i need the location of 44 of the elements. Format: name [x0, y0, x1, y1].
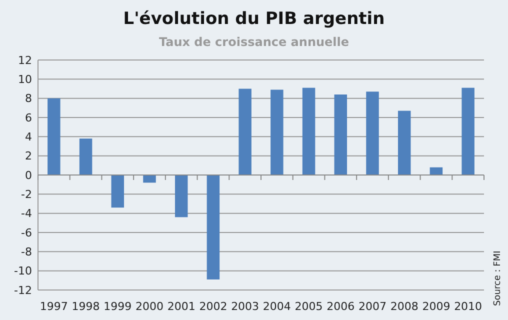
chart-subtitle: Taux de croissance annuelle: [158, 35, 350, 49]
x-tick-label: 1999: [104, 300, 132, 313]
source-note: Source : FMI: [493, 250, 503, 306]
y-tick-label: 0: [25, 168, 32, 182]
x-tick-label: 2005: [294, 300, 323, 313]
chart-title: L'évolution du PIB argentin: [123, 9, 385, 29]
x-tick-label: 2003: [231, 300, 260, 313]
y-tick-label: -12: [14, 284, 32, 297]
y-tick-label: -6: [21, 226, 32, 240]
x-tick-label: 2006: [326, 300, 355, 313]
x-tick-label: 2007: [358, 300, 386, 313]
bar: [206, 175, 220, 280]
x-tick-label: 2008: [390, 300, 418, 313]
bar: [302, 88, 316, 175]
x-tick-label: 2004: [262, 300, 291, 313]
y-tick-label: 4: [25, 130, 32, 144]
x-tick-label: 2002: [199, 300, 228, 313]
bar: [366, 92, 379, 175]
bar: [48, 98, 60, 175]
bar: [270, 90, 284, 175]
bar: [111, 175, 124, 208]
bar: [398, 110, 411, 175]
bar: [143, 175, 156, 183]
y-tick-label: 10: [18, 73, 32, 86]
bar: [430, 167, 443, 175]
bar: [174, 175, 188, 218]
y-tick-label: 6: [25, 111, 32, 124]
y-tick-label: -10: [14, 264, 32, 278]
x-tick-label: 2009: [422, 300, 450, 313]
x-tick-label: 2000: [136, 300, 164, 313]
bar: [334, 94, 348, 175]
y-tick-label: 12: [18, 54, 32, 67]
y-tick-label: 2: [25, 150, 32, 163]
y-tick-label: 8: [25, 92, 32, 106]
x-tick-label: 2001: [167, 300, 196, 313]
x-tick-label: 2010: [454, 300, 482, 313]
bar: [462, 88, 474, 175]
bar: [79, 138, 92, 175]
bar: [238, 88, 252, 175]
y-tick-label: -8: [21, 246, 32, 259]
x-tick-label: 1998: [72, 300, 100, 313]
y-tick-label: -4: [21, 207, 32, 220]
y-tick-label: -2: [21, 188, 32, 202]
x-tick-label: 1997: [40, 300, 68, 313]
